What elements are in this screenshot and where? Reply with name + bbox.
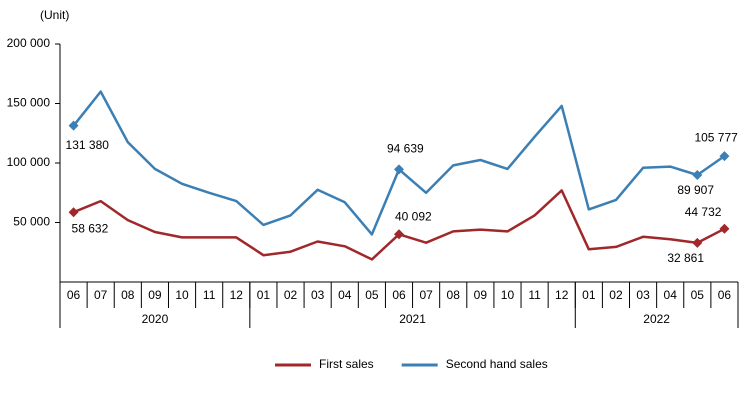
x-tick-label: 06 [392, 288, 406, 302]
x-tick-label: 04 [664, 288, 678, 302]
legend-label: First sales [319, 357, 374, 371]
x-tick-label: 01 [257, 288, 271, 302]
x-tick-label: 05 [691, 288, 705, 302]
x-tick-label: 03 [636, 288, 650, 302]
point-marker [692, 237, 703, 248]
x-tick-label: 09 [474, 288, 488, 302]
data-label: 44 732 [685, 205, 722, 219]
data-label: 58 632 [72, 221, 109, 235]
point-marker [719, 223, 730, 234]
x-tick-label: 10 [175, 288, 189, 302]
data-label: 94 639 [387, 142, 424, 156]
x-tick-label: 05 [365, 288, 379, 302]
y-axis-label: (Unit) [40, 8, 69, 22]
point-marker [394, 164, 404, 175]
point-marker [68, 207, 79, 218]
x-tick-label: 07 [419, 288, 433, 302]
y-tick-label: 150 000 [7, 96, 51, 110]
point-marker [692, 170, 703, 181]
legend-label: Second hand sales [446, 357, 548, 371]
year-label: 2021 [399, 312, 426, 326]
data-label: 131 380 [66, 138, 110, 152]
point-marker [394, 229, 404, 240]
x-tick-label: 01 [582, 288, 596, 302]
y-tick-label: 50 000 [13, 215, 50, 229]
x-tick-label: 03 [311, 288, 325, 302]
x-tick-label: 10 [501, 288, 515, 302]
x-tick-label: 06 [67, 288, 81, 302]
year-label: 2020 [142, 312, 169, 326]
x-tick-label: 09 [148, 288, 162, 302]
x-tick-label: 08 [447, 288, 461, 302]
point-marker [68, 120, 79, 131]
y-tick-label: 100 000 [7, 155, 51, 169]
point-marker [719, 151, 730, 162]
x-tick-label: 07 [94, 288, 108, 302]
data-label: 105 777 [694, 130, 738, 144]
x-tick-label: 11 [203, 288, 216, 302]
data-label: 40 092 [395, 209, 432, 223]
y-tick-label: 200 000 [7, 36, 51, 50]
year-label: 2022 [643, 312, 670, 326]
x-tick-label: 02 [284, 288, 298, 302]
series-line [73, 189, 725, 261]
x-tick-label: 08 [121, 288, 135, 302]
x-tick-label: 02 [609, 288, 623, 302]
x-tick-label: 12 [230, 288, 244, 302]
x-tick-label: 11 [528, 288, 541, 302]
x-tick-label: 04 [338, 288, 352, 302]
data-label: 32 861 [667, 251, 704, 265]
x-tick-label: 06 [718, 288, 732, 302]
data-label: 89 907 [677, 183, 714, 197]
x-tick-label: 12 [555, 288, 569, 302]
